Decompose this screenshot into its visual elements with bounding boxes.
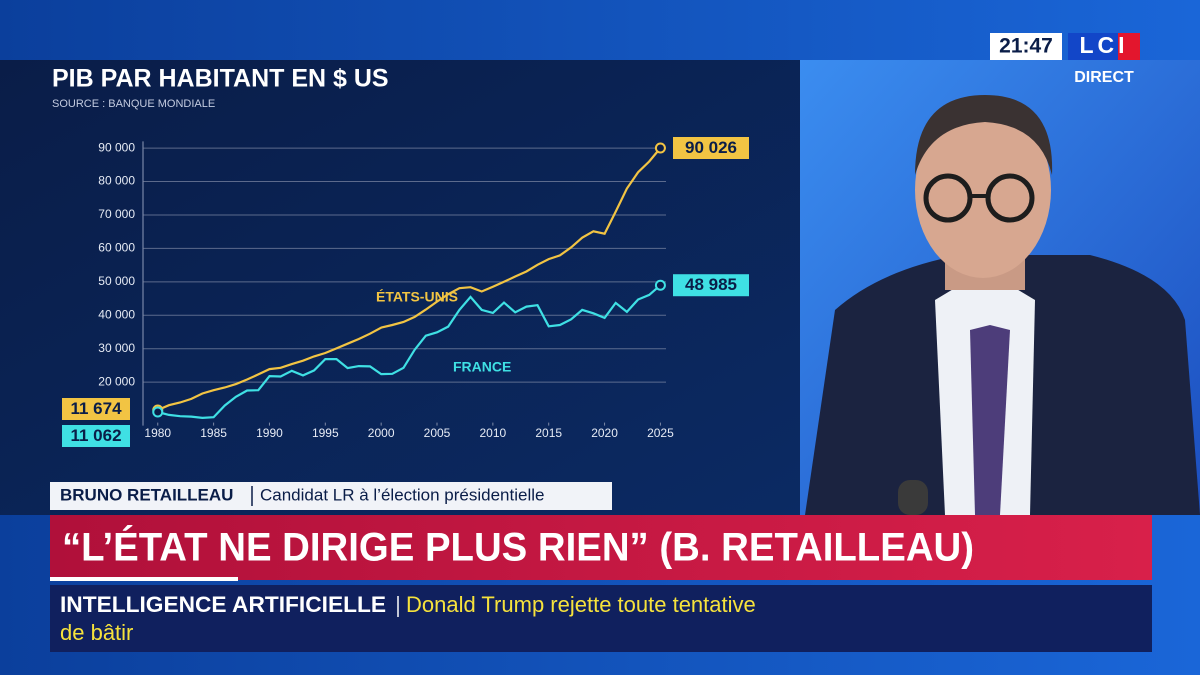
x-tick-label: 2015 (535, 426, 562, 440)
ticker-line: de bâtir (60, 620, 133, 645)
x-tick-label: 1995 (312, 426, 339, 440)
y-tick-label: 40 000 (98, 307, 135, 321)
chart-panel (0, 60, 800, 515)
y-tick-label: 50 000 (98, 274, 135, 288)
x-tick-label: 2005 (424, 426, 451, 440)
x-tick-label: 1985 (200, 426, 227, 440)
y-tick-label: 70 000 (98, 207, 135, 221)
plot: 20 000 30 000 40 000 50 000 60 000 70 000 80 0… (62, 137, 749, 447)
logo: LCI (1079, 32, 1128, 58)
y-tick-label: 20 000 (98, 374, 135, 388)
x-tick-label: 2010 (480, 426, 507, 440)
guest-name: BRUNO RETAILLEAU (60, 485, 233, 504)
guest (805, 95, 1200, 515)
guest-role: Candidat LR à l’élection présidentielle (260, 485, 544, 504)
progress (50, 577, 238, 581)
ticker-line: Donald Trump rejette toute tentative (406, 592, 756, 617)
logo-red (1118, 33, 1140, 60)
chart-subtitle: SOURCE : BANQUE MONDIALE (52, 98, 215, 110)
series-line (157, 284, 662, 420)
end-point (152, 406, 164, 418)
series-label: FRANCE (453, 359, 511, 375)
value-label-box (673, 137, 749, 160)
headline-bar (50, 515, 1152, 580)
live-label: DIRECT (1074, 69, 1134, 86)
value-label-box (62, 398, 130, 420)
ticker-topic: INTELLIGENCE ARTIFICIELLE (60, 592, 386, 617)
headline: “L’ÉTAT NE DIRIGE PLUS RIEN” (B. RETAILL… (62, 525, 974, 570)
x-tick-label: 2025 (647, 426, 674, 440)
name-bar (50, 482, 612, 510)
clock: 21:47 (999, 35, 1053, 58)
chart-title: PIB PAR HABITANT EN $ US (52, 65, 389, 93)
series-line (157, 147, 662, 412)
value-label: 11 062 (70, 426, 121, 445)
clock-box (990, 33, 1062, 60)
end-point (654, 142, 666, 154)
x-tick-label: 1990 (256, 426, 283, 440)
value-label-box (673, 274, 749, 297)
value-label: 90 026 (685, 138, 737, 157)
y-tick-label: 80 000 (98, 174, 135, 188)
value-label: 11 674 (70, 399, 122, 418)
series-label: ÉTATS-UNIS (376, 289, 458, 305)
end-point (654, 279, 666, 291)
x-tick-label: 2020 (591, 426, 618, 440)
y-tick-label: 90 000 (98, 140, 135, 154)
y-tick-label: 30 000 (98, 341, 135, 355)
ticker-bar (50, 585, 1152, 652)
value-label: 48 985 (685, 275, 737, 294)
y-tick-label: 60 000 (98, 241, 135, 255)
value-label-box (62, 425, 130, 447)
x-tick-label: 2000 (368, 426, 395, 440)
x-tick-label: 1980 (144, 426, 171, 440)
